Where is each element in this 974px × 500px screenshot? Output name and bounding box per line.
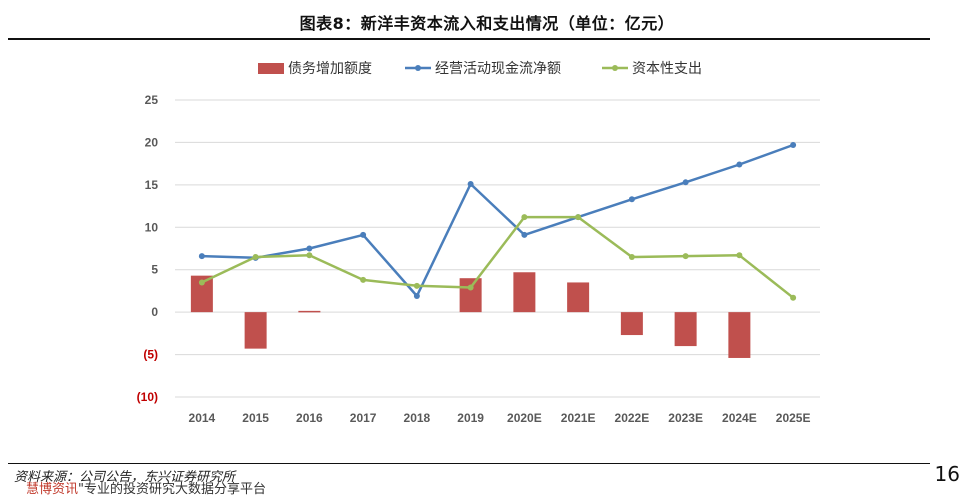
y-tick-label: 20 <box>145 135 159 149</box>
bar <box>244 312 267 349</box>
line-point <box>306 252 313 259</box>
x-tick-label: 2023E <box>668 411 703 425</box>
bar <box>459 278 482 313</box>
line-point <box>198 253 205 260</box>
line-series-path <box>201 215 794 299</box>
line-point <box>413 282 420 289</box>
legend-marker <box>415 65 421 71</box>
line-point <box>628 253 635 260</box>
bar-series <box>190 272 751 358</box>
bar <box>620 312 643 336</box>
x-axis-ticks: 2014 2015 2016 2017 2018 2019 2020E 2021E 2022E 2… <box>189 411 811 425</box>
y-tick-label: 15 <box>145 178 159 192</box>
line-series <box>198 141 797 301</box>
page-number: 16 <box>934 462 960 486</box>
gridlines <box>175 99 820 398</box>
line-point <box>306 245 313 252</box>
line-series-path <box>201 143 794 298</box>
line-point <box>521 231 528 238</box>
figure-title: 图表8：新洋丰资本流入和支出情况（单位：亿元） <box>299 14 675 33</box>
y-tick-label: (10) <box>137 390 158 404</box>
legend-label: 债务增加额度 <box>288 60 372 76</box>
line-point <box>736 252 743 259</box>
x-tick-label: 2024E <box>722 411 757 425</box>
watermark: 慧博资讯"专业的投资研究大数据分享平台 <box>26 478 266 497</box>
line-point <box>628 196 635 203</box>
bar <box>674 312 697 347</box>
bar <box>190 275 213 313</box>
x-tick-label: 2017 <box>350 411 377 425</box>
bottom-rule <box>8 463 930 464</box>
bar <box>513 272 536 313</box>
line-point <box>467 284 474 291</box>
x-tick-label: 2021E <box>561 411 596 425</box>
y-tick-label: 0 <box>151 305 158 319</box>
line-point <box>360 276 367 283</box>
x-tick-label: 2020E <box>507 411 542 425</box>
bar <box>728 312 751 358</box>
x-tick-label: 2019 <box>457 411 484 425</box>
line-point <box>575 214 582 221</box>
bar <box>298 310 321 313</box>
x-tick-label: 2014 <box>189 411 216 425</box>
line-point <box>360 231 367 238</box>
legend-label: 经营活动现金流净额 <box>435 60 561 76</box>
y-axis-ticks: 25 20 15 10 5 0 (5) (10) <box>137 93 159 404</box>
x-tick-label: 2022E <box>615 411 650 425</box>
line-point <box>736 161 743 168</box>
top-rule <box>8 38 930 40</box>
x-tick-label: 2025E <box>776 411 811 425</box>
line-point <box>790 141 797 148</box>
y-tick-label: 10 <box>145 220 159 234</box>
legend: 债务增加额度 经营活动现金流净额 资本性支出 <box>258 60 702 76</box>
watermark-text: "专业的投资研究大数据分享平台 <box>78 482 266 497</box>
line-point <box>790 294 797 301</box>
line-point <box>521 214 528 221</box>
y-tick-label: 5 <box>151 263 158 277</box>
source-note: 资料来源：公司公告，东兴证券研究所 <box>14 470 236 485</box>
x-tick-label: 2018 <box>404 411 431 425</box>
line-point <box>682 253 689 260</box>
legend-marker <box>612 65 618 71</box>
line-point <box>198 279 205 286</box>
watermark-brand: 慧博资讯 <box>26 482 79 497</box>
line-point <box>252 253 259 260</box>
line-point <box>413 293 420 300</box>
y-tick-label: 25 <box>145 93 159 107</box>
legend-label: 资本性支出 <box>632 60 702 76</box>
line-point <box>682 179 689 186</box>
y-tick-label: (5) <box>143 348 158 362</box>
x-tick-label: 2015 <box>242 411 269 425</box>
bar <box>567 282 590 313</box>
line-point <box>467 181 474 188</box>
x-tick-label: 2016 <box>296 411 323 425</box>
legend-swatch <box>258 63 284 74</box>
